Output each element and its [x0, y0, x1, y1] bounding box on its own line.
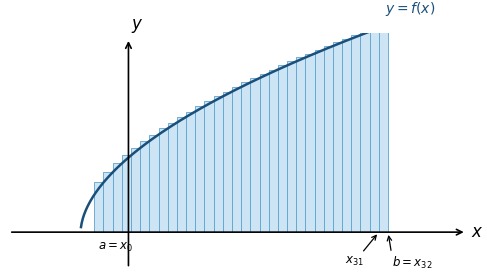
Bar [140, 141, 150, 232]
Bar [195, 106, 205, 232]
Bar [333, 42, 342, 232]
Bar [269, 70, 278, 232]
Bar [250, 78, 260, 232]
Bar [241, 82, 250, 232]
Bar [186, 112, 195, 232]
Text: $b = x_{32}$: $b = x_{32}$ [392, 255, 432, 271]
Bar [103, 172, 112, 232]
Bar [305, 54, 315, 232]
Bar [370, 28, 379, 232]
Bar [94, 183, 103, 232]
Text: $x_{31}$: $x_{31}$ [345, 255, 364, 268]
Bar [342, 39, 351, 232]
Bar [122, 155, 131, 232]
Text: $x$: $x$ [471, 223, 484, 241]
Bar [159, 128, 168, 232]
Bar [315, 50, 324, 232]
Bar [205, 101, 214, 232]
Text: $y = f(x)$: $y = f(x)$ [385, 1, 435, 18]
Bar [177, 117, 186, 232]
Bar [150, 134, 159, 232]
Bar [296, 57, 305, 232]
Text: $a = x_0$: $a = x_0$ [98, 241, 133, 254]
Bar [360, 32, 370, 232]
Bar [278, 65, 287, 232]
Bar [379, 25, 388, 232]
Bar [287, 61, 296, 232]
Bar [223, 92, 232, 232]
Bar [112, 163, 122, 232]
Bar [214, 96, 223, 232]
Bar [260, 74, 269, 232]
Bar [351, 35, 360, 232]
Bar [131, 148, 140, 232]
Bar [324, 46, 333, 232]
Bar [232, 87, 241, 232]
Text: $y$: $y$ [131, 17, 144, 35]
Bar [168, 123, 177, 232]
